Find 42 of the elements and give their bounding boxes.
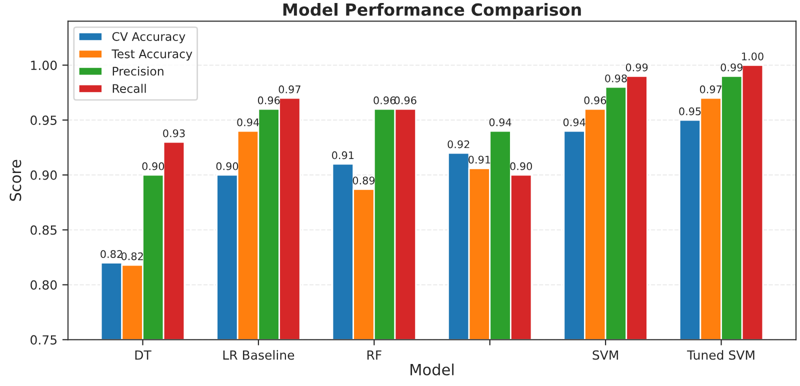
y-tick-label: 0.75	[30, 335, 56, 345]
data-label: 0.89	[352, 176, 375, 184]
data-label: 0.91	[332, 151, 354, 160]
data-label: 0.98	[605, 74, 627, 82]
data-label: 0.94	[563, 118, 586, 126]
data-label: 0.99	[626, 63, 648, 72]
data-label: 0.99	[720, 63, 743, 72]
data-label: 0.82	[100, 250, 122, 258]
y-tick-label: 0.80	[30, 280, 57, 290]
data-label: 0.97	[700, 85, 722, 94]
data-label: 0.90	[142, 162, 164, 170]
y-tick-label: 0.95	[30, 116, 56, 125]
chart-title: Model Performance Comparison	[283, 3, 581, 20]
data-label: 0.92	[448, 140, 470, 148]
x-tick-label: Tuned SVM	[686, 350, 754, 360]
y-tick-label: 1.00	[31, 60, 57, 70]
legend-label: CV Accuracy	[112, 32, 186, 44]
y-axis-title: Score	[10, 160, 22, 201]
data-label: 1.00	[742, 52, 764, 60]
data-label: 0.95	[679, 107, 701, 116]
data-label: 0.94	[489, 118, 512, 126]
y-tick-label: 0.85	[30, 225, 56, 235]
legend-label: Recall	[112, 84, 146, 93]
data-label: 0.96	[584, 96, 606, 104]
data-label: 0.96	[394, 96, 416, 104]
data-label: 0.94	[237, 118, 260, 126]
data-label: 0.97	[278, 85, 300, 94]
x-axis-title: Model	[410, 364, 454, 376]
x-tick-label: SVM	[592, 350, 618, 360]
x-tick-label: LR Baseline	[223, 350, 294, 360]
data-label: 0.96	[258, 96, 280, 104]
x-tick-label: RF	[367, 350, 382, 360]
x-tick-label: DT	[135, 350, 152, 360]
legend-label: Precision	[112, 66, 164, 76]
data-label: 0.93	[163, 129, 185, 138]
data-label: 0.91	[468, 156, 490, 164]
data-label: 0.90	[510, 162, 532, 170]
data-label: 0.90	[216, 162, 238, 170]
data-label: 0.82	[121, 252, 143, 260]
y-tick-label: 0.90	[30, 170, 57, 180]
legend-label: Test Accuracy	[112, 50, 192, 61]
data-label: 0.96	[374, 96, 396, 104]
